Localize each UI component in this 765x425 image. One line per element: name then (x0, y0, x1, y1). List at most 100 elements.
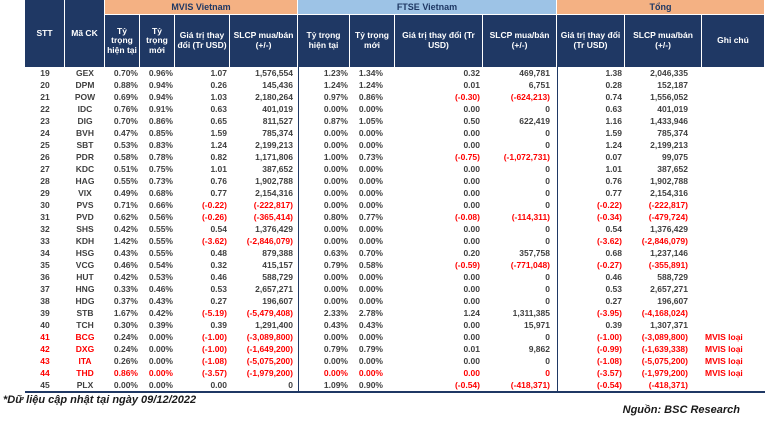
note-cell (702, 199, 765, 211)
stt-cell: 44 (40, 368, 50, 378)
value-cell: (-114,311) (511, 212, 550, 222)
update-date-note: *Dữ liệu cập nhật tại ngày 09/12/2022 (3, 394, 197, 406)
value-cell: 0.00% (298, 187, 350, 199)
stock-code-cell: PVD (76, 212, 94, 222)
value-cell: 0.00 (210, 380, 227, 390)
value-cell: 0.00% (148, 332, 173, 342)
value-cell: 0.62% (113, 212, 138, 222)
value-cell: (-0.30) (454, 92, 480, 102)
stock-code-cell: TCH (76, 320, 94, 330)
value-cell: 0.47% (113, 128, 138, 138)
value-cell: 0 (545, 368, 550, 378)
value-cell: 2,154,316 (255, 188, 293, 198)
col-header-mvis-gia-tri-thay-doi: Giá trị thay đổi (Tr USD) (175, 15, 230, 67)
value-cell: (-0.54) (454, 380, 480, 390)
value-cell: 15,971 (524, 320, 550, 330)
note-cell (702, 379, 765, 391)
value-cell: (-1,979,200) (246, 368, 293, 378)
value-cell: 0.63% (298, 247, 350, 259)
stock-code-cell: BCG (75, 332, 95, 342)
value-cell: (-5,479,408) (246, 308, 293, 318)
value-cell: 196,607 (657, 296, 688, 306)
value-cell: (-5.19) (201, 308, 227, 318)
value-cell: 9,862 (528, 344, 550, 354)
value-cell: 0.24% (113, 332, 138, 342)
value-cell: 2,199,213 (650, 140, 688, 150)
value-cell: 0.00% (148, 380, 173, 390)
value-cell: 0.56% (148, 212, 173, 222)
stock-code-cell: BVH (76, 128, 94, 138)
value-cell: (-0.26) (201, 212, 227, 222)
value-cell: 0 (545, 164, 550, 174)
stock-code-cell: SBT (76, 140, 94, 150)
value-cell: 0.76 (210, 176, 227, 186)
value-cell: 0 (545, 104, 550, 114)
value-cell: (-3,089,800) (641, 332, 688, 342)
value-cell: (-5,075,200) (641, 356, 688, 366)
stt-cell: 23 (40, 116, 50, 126)
value-cell: 0.58% (113, 152, 138, 162)
value-cell: 2.33% (298, 307, 350, 319)
value-cell: 1,376,429 (650, 224, 688, 234)
value-cell: 0.83% (148, 140, 173, 150)
value-cell: 1,576,554 (255, 68, 293, 78)
value-cell: 0.53 (210, 284, 227, 294)
value-cell: (-1.08) (201, 356, 227, 366)
value-cell: (-0.27) (557, 259, 625, 271)
value-cell: 0 (545, 140, 550, 150)
value-cell: 196,607 (262, 296, 293, 306)
col-header-ftse-ty-trong-hien-tai: Tỷ trọng hiện tại (298, 15, 350, 67)
value-cell: 0.00% (358, 164, 383, 174)
col-header-ftse-ty-trong-moi: Tỷ trọng mới (350, 15, 395, 67)
value-cell: 0.79% (298, 259, 350, 271)
value-cell: 0.79% (298, 343, 350, 355)
value-cell: 0.33% (113, 284, 138, 294)
value-cell: 0.70% (113, 116, 138, 126)
value-cell: 0.96% (148, 68, 173, 78)
value-cell: 1.24 (463, 308, 480, 318)
value-cell: 1.34% (358, 68, 383, 78)
note-cell (702, 175, 765, 187)
value-cell: (-5,075,200) (246, 356, 293, 366)
value-cell: 1,237,146 (650, 248, 688, 258)
value-cell: 0.00% (298, 175, 350, 187)
stt-cell: 28 (40, 176, 50, 186)
value-cell: 0.94% (148, 80, 173, 90)
value-cell: 401,019 (657, 104, 688, 114)
value-cell: 0.42% (113, 272, 138, 282)
stt-cell: 41 (40, 332, 50, 342)
note-cell (702, 187, 765, 199)
value-cell: 0.85% (148, 128, 173, 138)
value-cell: (-2,846,079) (641, 236, 688, 246)
value-cell: 1,376,429 (255, 224, 293, 234)
note-cell (702, 67, 765, 79)
stock-code-cell: IDC (77, 104, 93, 114)
stock-code-cell: POW (74, 92, 96, 102)
value-cell: (-0.08) (454, 212, 480, 222)
group-header-tong: Tổng (557, 0, 765, 15)
value-cell: (-1.08) (557, 355, 625, 367)
value-cell: 0.77 (210, 188, 227, 198)
stock-code-cell: HUT (76, 272, 94, 282)
stock-code-cell: KDH (75, 236, 95, 246)
stock-code-cell: SHS (76, 224, 94, 234)
value-cell: 0.00% (298, 199, 350, 211)
stt-cell: 27 (40, 164, 50, 174)
stt-cell: 21 (40, 92, 50, 102)
stock-code-cell: VIX (78, 188, 92, 198)
value-cell: 0.97% (298, 91, 350, 103)
value-cell: (-3,089,800) (246, 332, 293, 342)
value-cell: (-0.22) (201, 200, 227, 210)
value-cell: 0.20 (463, 248, 480, 258)
value-cell: 6,751 (528, 80, 550, 90)
value-cell: 0.86% (358, 92, 383, 102)
value-cell: 0.90% (358, 380, 383, 390)
value-cell: 0 (545, 236, 550, 246)
value-cell: (-0.99) (557, 343, 625, 355)
value-cell: 0.00% (298, 127, 350, 139)
value-cell: 0.55% (148, 236, 173, 246)
value-cell: 0.79% (358, 344, 383, 354)
stt-cell: 39 (40, 308, 50, 318)
value-cell: 0.43% (148, 296, 173, 306)
value-cell: (-1,639,338) (641, 344, 688, 354)
